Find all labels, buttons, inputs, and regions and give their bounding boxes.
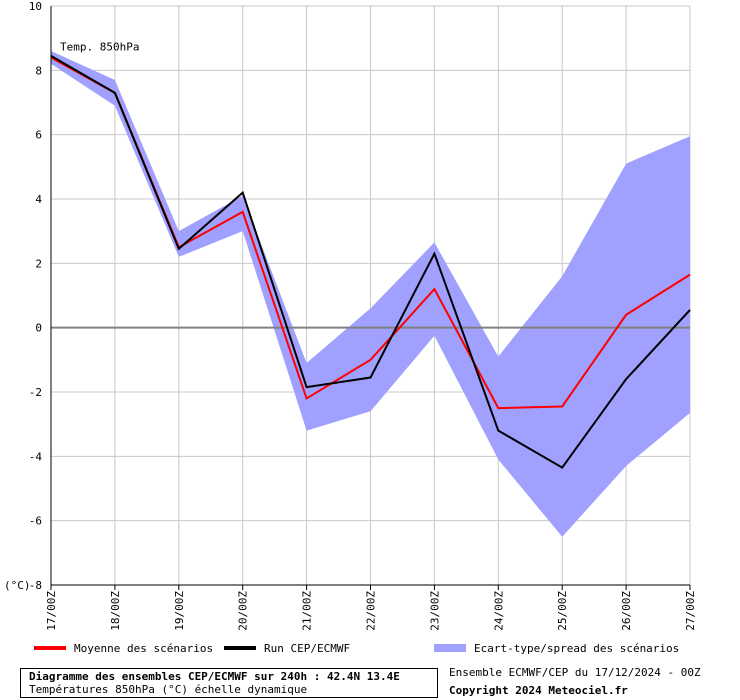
y-tick-label: -6 <box>29 515 42 528</box>
footer-title: Diagramme des ensembles CEP/ECMWF sur 24… <box>29 670 400 683</box>
run-series-line <box>50 54 691 469</box>
y-tick-labels: -6 -4 -2 0 2 4 6 8 10 -8 <box>29 0 43 592</box>
chart-area: -6 -4 -2 0 2 4 6 8 10 -8 17/00Z 18/00Z 19/00Z 20/00Z… <box>4 0 697 631</box>
legend-mean-label: Moyenne des scénarios <box>74 641 214 655</box>
y-tick-label: 8 <box>35 64 42 77</box>
y-tick-label: 10 <box>29 0 42 13</box>
y-tick-label: -8 <box>29 579 42 592</box>
x-tick-label: 19/00Z <box>173 591 186 631</box>
footer-subtitle: Températures 850hPa (°C) échelle dynamiq… <box>29 683 308 696</box>
legend-run-label: Run CEP/ECMWF <box>264 641 351 655</box>
y-tick-label: 6 <box>35 129 42 142</box>
legend-run: Run CEP/ECMWF <box>224 641 350 655</box>
legend-mean: Moyenne des scénarios <box>34 641 213 655</box>
axes <box>50 6 691 590</box>
y-tick-label: 4 <box>35 193 42 206</box>
y-tick-label: -2 <box>29 386 42 399</box>
footer-title-box: Diagramme des ensembles CEP/ECMWF sur 24… <box>20 668 438 698</box>
x-tick-label: 21/00Z <box>301 591 314 631</box>
y-tick-label: 2 <box>35 257 42 270</box>
x-tick-label: 27/00Z <box>684 591 697 631</box>
legend-spread-swatch <box>434 644 466 652</box>
x-tick-label: 17/00Z <box>45 591 58 631</box>
x-tick-label: 20/00Z <box>237 591 250 631</box>
legend-mean-swatch <box>34 646 66 650</box>
legend-spread: Ecart-type/spread des scénarios <box>434 641 679 655</box>
y-tick-label: -4 <box>29 450 43 463</box>
x-tick-label: 18/00Z <box>109 591 122 631</box>
x-tick-label: 22/00Z <box>365 591 378 631</box>
chart-annotation: Temp. 850hPa <box>60 40 139 53</box>
legend-run-swatch <box>224 646 256 650</box>
x-tick-label: 23/00Z <box>428 591 441 631</box>
run-info: Ensemble ECMWF/CEP du 17/12/2024 - 00Z <box>449 666 701 679</box>
x-tick-label: 24/00Z <box>492 591 505 631</box>
copyright: Copyright 2024 Meteociel.fr <box>449 684 628 697</box>
x-tick-label: 25/00Z <box>556 591 569 631</box>
x-tick-label: 26/00Z <box>620 591 633 631</box>
x-tick-labels: 17/00Z 18/00Z 19/00Z 20/00Z 21/00Z 22/00Z 23/0… <box>45 591 697 631</box>
spread-band <box>51 51 690 537</box>
legend-spread-label: Ecart-type/spread des scénarios <box>474 641 680 655</box>
y-tick-label: 0 <box>35 322 42 335</box>
y-axis-unit-label: (°C) <box>4 579 31 592</box>
